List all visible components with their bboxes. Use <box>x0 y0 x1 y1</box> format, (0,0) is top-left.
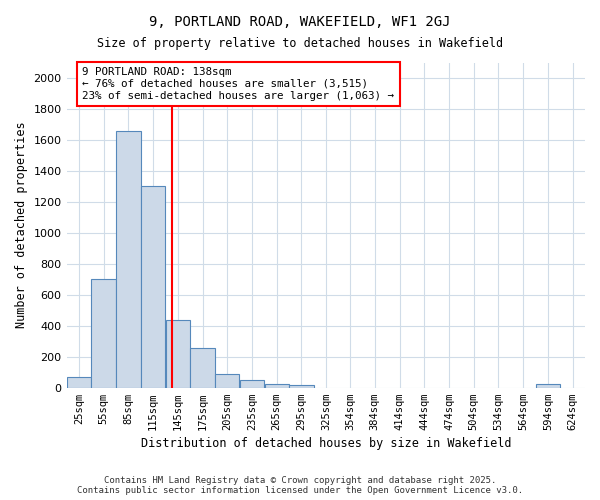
Bar <box>67 377 91 388</box>
Text: 9, PORTLAND ROAD, WAKEFIELD, WF1 2GJ: 9, PORTLAND ROAD, WAKEFIELD, WF1 2GJ <box>149 15 451 29</box>
Bar <box>536 384 560 388</box>
X-axis label: Distribution of detached houses by size in Wakefield: Distribution of detached houses by size … <box>140 437 511 450</box>
Bar <box>289 384 314 388</box>
Bar <box>240 380 264 388</box>
Bar <box>166 320 190 388</box>
Bar <box>265 384 289 388</box>
Bar <box>91 280 116 388</box>
Bar <box>215 374 239 388</box>
Bar <box>116 132 140 388</box>
Y-axis label: Number of detached properties: Number of detached properties <box>15 122 28 328</box>
Bar <box>141 186 165 388</box>
Text: 9 PORTLAND ROAD: 138sqm
← 76% of detached houses are smaller (3,515)
23% of semi: 9 PORTLAND ROAD: 138sqm ← 76% of detache… <box>82 68 394 100</box>
Bar <box>190 348 215 388</box>
Text: Size of property relative to detached houses in Wakefield: Size of property relative to detached ho… <box>97 38 503 51</box>
Text: Contains HM Land Registry data © Crown copyright and database right 2025.
Contai: Contains HM Land Registry data © Crown c… <box>77 476 523 495</box>
